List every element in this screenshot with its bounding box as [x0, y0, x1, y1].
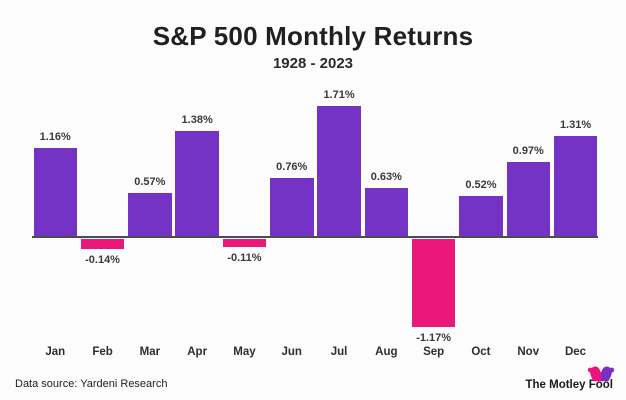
- zero-axis-line: [32, 235, 598, 238]
- month-label-may: May: [233, 346, 256, 358]
- month-label-nov: Nov: [517, 346, 540, 358]
- jester-cap-icon: [587, 366, 615, 382]
- value-label-sep: -1.17%: [416, 332, 452, 345]
- bar-may: [222, 238, 267, 247]
- month-label-jun: Jun: [281, 346, 302, 358]
- month-label-oct: Oct: [471, 346, 491, 358]
- bar-feb: [80, 238, 125, 250]
- bar-jan: [33, 147, 77, 236]
- data-source: Data source: Yardeni Research: [15, 378, 168, 390]
- bar-dec: [553, 136, 598, 236]
- month-label-sep: Sep: [423, 346, 445, 358]
- bar-nov: [506, 162, 550, 236]
- bar-sep: [411, 238, 456, 328]
- bar-apr: [175, 131, 219, 236]
- value-label-may: -0.11%: [227, 251, 262, 264]
- month-label-mar: Mar: [139, 346, 161, 358]
- value-label-jul: 1.71%: [323, 89, 355, 102]
- bar-jun: [270, 178, 314, 236]
- month-label-dec: Dec: [564, 346, 587, 358]
- bar-aug: [364, 188, 409, 236]
- bar-jul: [317, 106, 361, 236]
- value-label-dec: 1.31%: [559, 119, 592, 132]
- value-label-jan: 1.16%: [39, 130, 71, 143]
- month-label-aug: Aug: [375, 346, 398, 358]
- value-label-apr: 1.38%: [181, 114, 213, 127]
- motley-fool-logo: The Motley Fool: [525, 366, 615, 391]
- bar-oct: [459, 196, 503, 236]
- value-label-jun: 0.76%: [276, 161, 308, 174]
- brand-name: The Motley Fool: [525, 379, 613, 391]
- bar-mar: [128, 192, 172, 236]
- month-label-jan: Jan: [45, 346, 66, 358]
- value-label-nov: 0.97%: [512, 145, 544, 158]
- month-label-jul: Jul: [330, 346, 348, 358]
- month-label-apr: Apr: [187, 346, 208, 358]
- chart-title: S&P 500 Monthly Returns: [152, 21, 474, 51]
- value-label-mar: 0.57%: [134, 175, 166, 188]
- value-label-aug: 0.63%: [370, 171, 402, 184]
- value-label-feb: -0.14%: [85, 254, 120, 267]
- chart-subtitle: 1928 - 2023: [272, 55, 354, 72]
- month-label-feb: Feb: [92, 346, 113, 358]
- value-label-oct: 0.52%: [465, 179, 497, 192]
